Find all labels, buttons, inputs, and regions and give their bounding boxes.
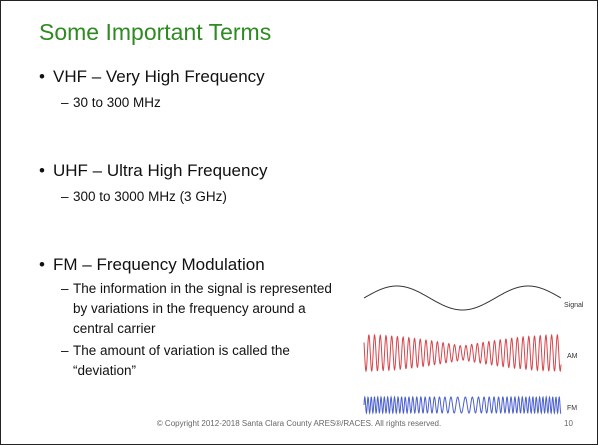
sub-bullet: The amount of variation is called the “d… <box>61 341 341 381</box>
wave-label: Signal <box>564 302 584 309</box>
sub-bullet: The information in the signal is represe… <box>61 279 341 339</box>
modulation-figure: Signal AM FM <box>363 285 584 415</box>
footer-copyright: © Copyright 2012-2018 Santa Clara County… <box>156 419 442 428</box>
signal-wave <box>363 285 562 311</box>
page-number: 10 <box>564 419 573 428</box>
am-wave <box>363 333 562 373</box>
fm-wave <box>363 395 562 415</box>
sub-bullet: 30 to 300 MHz <box>61 93 161 113</box>
bullet: FM – Frequency Modulation <box>39 255 265 275</box>
sub-bullet: 300 to 3000 MHz (3 GHz) <box>61 187 227 207</box>
slide-title: Some Important Terms <box>39 19 272 45</box>
wave-label: FM <box>567 405 577 412</box>
wave-label: AM <box>567 353 578 360</box>
bullet: VHF – Very High Frequency <box>39 67 265 87</box>
bullet: UHF – Ultra High Frequency <box>39 161 267 181</box>
